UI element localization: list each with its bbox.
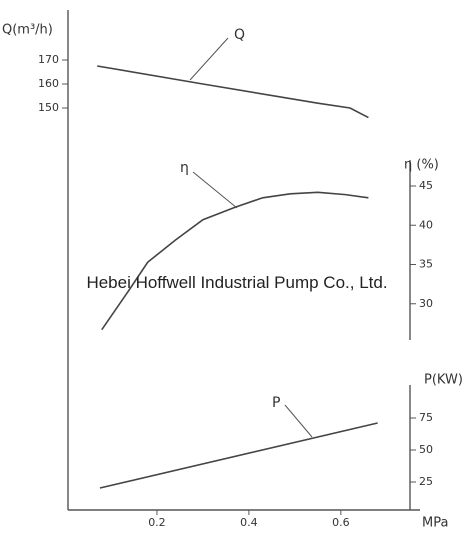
x-tick-label: 0.6 (332, 516, 350, 529)
x-tick-label: 0.4 (240, 516, 258, 529)
y-tick-label: 170 (38, 53, 59, 66)
annotation-leader (192, 171, 238, 209)
series-label: η (180, 160, 189, 176)
series-line (97, 65, 369, 119)
series-label: P (272, 395, 280, 411)
y-tick-label: 40 (419, 218, 433, 231)
x-tick-label: 0.2 (148, 516, 166, 529)
watermark: Hebei Hoffwell Industrial Pump Co., Ltd. (86, 273, 388, 292)
y-tick-label: 160 (38, 77, 59, 90)
series-line (101, 191, 369, 331)
annotation-leader (189, 37, 229, 81)
y2-axis-label: η (%) (404, 158, 439, 173)
series-label: Q (234, 27, 245, 43)
y-tick-label: 35 (419, 258, 433, 271)
y-tick-label: 50 (419, 443, 433, 456)
y-axis-label: Q(m³/h) (2, 23, 53, 38)
annotation-leader (284, 404, 313, 438)
y-tick-label: 25 (419, 475, 433, 488)
y-tick-label: 45 (419, 179, 433, 192)
y-tick-label: 75 (419, 411, 433, 424)
y-tick-label: 150 (38, 101, 59, 114)
y-tick-label: 30 (419, 297, 433, 310)
y3-axis-label: P(KW) (424, 373, 463, 388)
x-axis-label: MPa (422, 516, 448, 531)
series-line (99, 422, 378, 489)
